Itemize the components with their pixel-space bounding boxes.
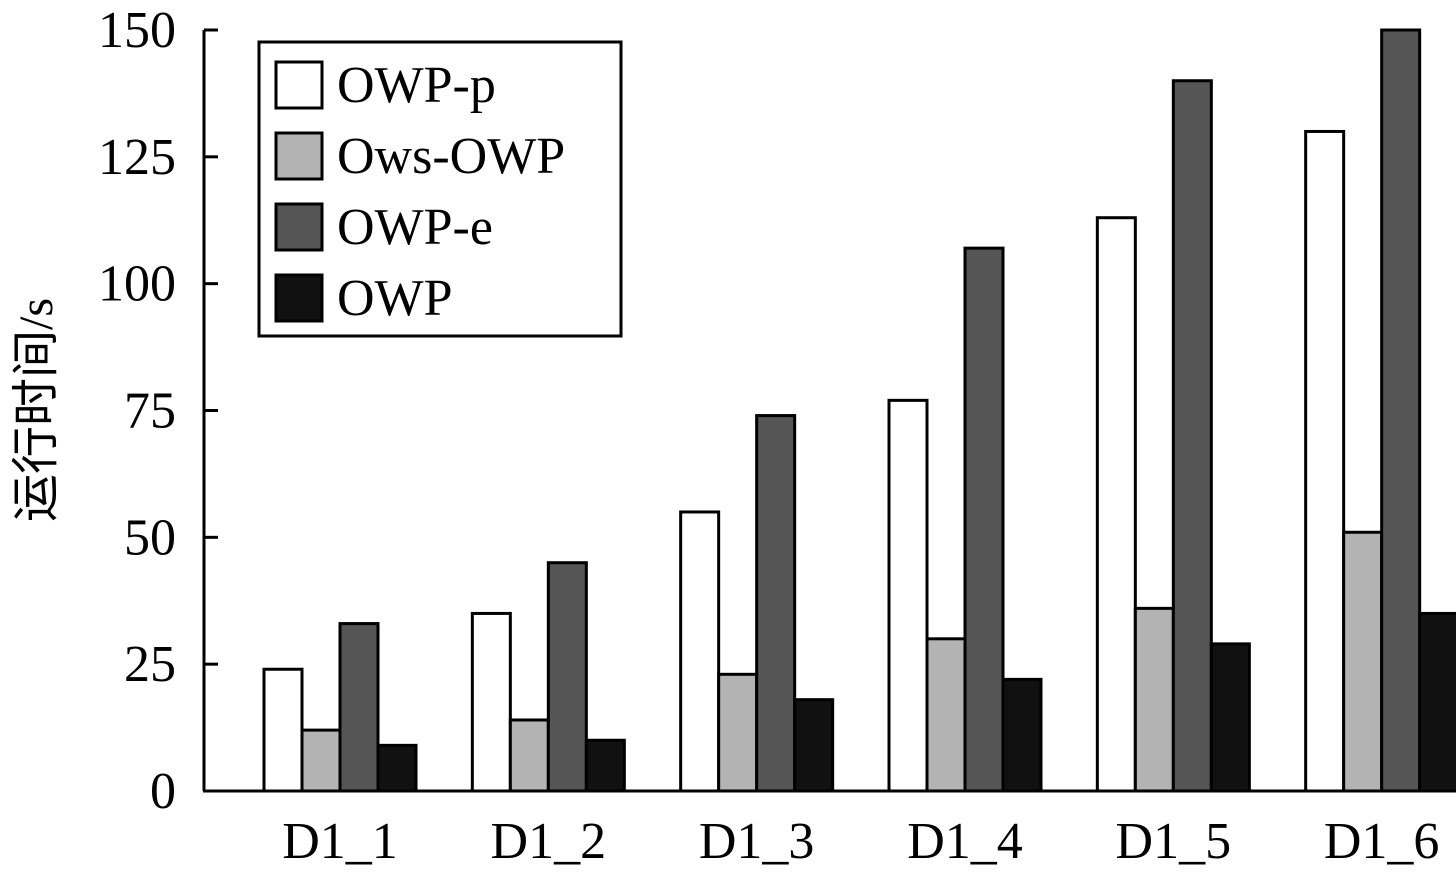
bar-OWP-e-D1_5 — [1171, 79, 1213, 793]
legend-swatch-Ows-OWP — [274, 131, 324, 181]
y-tick-label: 25 — [124, 636, 176, 693]
legend-label-OWP-p: OWP-p — [337, 57, 496, 114]
bar-OWP-e-D1_3 — [755, 414, 797, 793]
bar-OWP-D1_3 — [793, 698, 835, 793]
bar-OWP-p-D1_4 — [887, 398, 929, 793]
legend-label-OWP: OWP — [337, 270, 453, 327]
legend-label-OWP-e: OWP-e — [337, 199, 493, 256]
axes-layer: D1_1 D1_2 D1_3 D1_4 D1_5 D1_6 0 25 50 75 100 125 150 — [98, 2, 1454, 870]
y-tick-label: 75 — [124, 383, 176, 440]
x-tick-label: D1_5 — [1116, 813, 1232, 870]
y-tick-label: 0 — [150, 763, 176, 820]
bar-Ows-OWP-D1_1 — [300, 728, 342, 793]
bar-Ows-OWP-D1_6 — [1342, 530, 1384, 793]
bar-OWP-D1_1 — [376, 743, 418, 793]
legend: OWP-p Ows-OWP OWP-e OWP — [257, 40, 623, 338]
bar-OWP-e-D1_2 — [546, 561, 588, 793]
bar-OWP-D1_4 — [1001, 677, 1043, 793]
bar-Ows-OWP-D1_3 — [717, 672, 759, 793]
bar-OWP-D1_5 — [1209, 642, 1251, 793]
plot-layer — [262, 28, 1456, 793]
y-tick-label: 50 — [124, 509, 176, 566]
bar-OWP-p-D1_5 — [1095, 216, 1137, 793]
y-tick-label: 125 — [98, 129, 176, 186]
bar-OWP-e-D1_1 — [338, 622, 380, 793]
bar-OWP-p-D1_3 — [679, 510, 721, 793]
x-tick-label: D1_1 — [282, 813, 398, 870]
x-tick-label: D1_4 — [907, 813, 1023, 870]
y-tick-label: 150 — [98, 2, 176, 59]
bar-OWP-e-D1_4 — [963, 246, 1005, 793]
bar-OWP-p-D1_6 — [1304, 129, 1346, 793]
y-tick-label: 100 — [98, 256, 176, 313]
bar-OWP-D1_2 — [584, 738, 626, 793]
x-tick-label: D1_3 — [699, 813, 815, 870]
bar-OWP-D1_6 — [1418, 611, 1456, 793]
bar-Ows-OWP-D1_4 — [925, 637, 967, 793]
bar-Ows-OWP-D1_5 — [1133, 606, 1175, 793]
legend-swatch-OWP-p — [274, 60, 324, 110]
bar-Ows-OWP-D1_2 — [508, 718, 550, 793]
x-tick-label: D1_2 — [491, 813, 607, 870]
x-tick-label: D1_6 — [1324, 813, 1440, 870]
legend-swatch-OWP-e — [274, 202, 324, 252]
bar-OWP-p-D1_2 — [470, 611, 512, 793]
legend-swatch-OWP — [274, 273, 324, 323]
y-axis-label: 运行时间/s — [10, 298, 63, 522]
bar-OWP-p-D1_1 — [262, 667, 304, 793]
bar-OWP-e-D1_6 — [1380, 28, 1422, 793]
legend-label-Ows-OWP: Ows-OWP — [337, 128, 565, 185]
